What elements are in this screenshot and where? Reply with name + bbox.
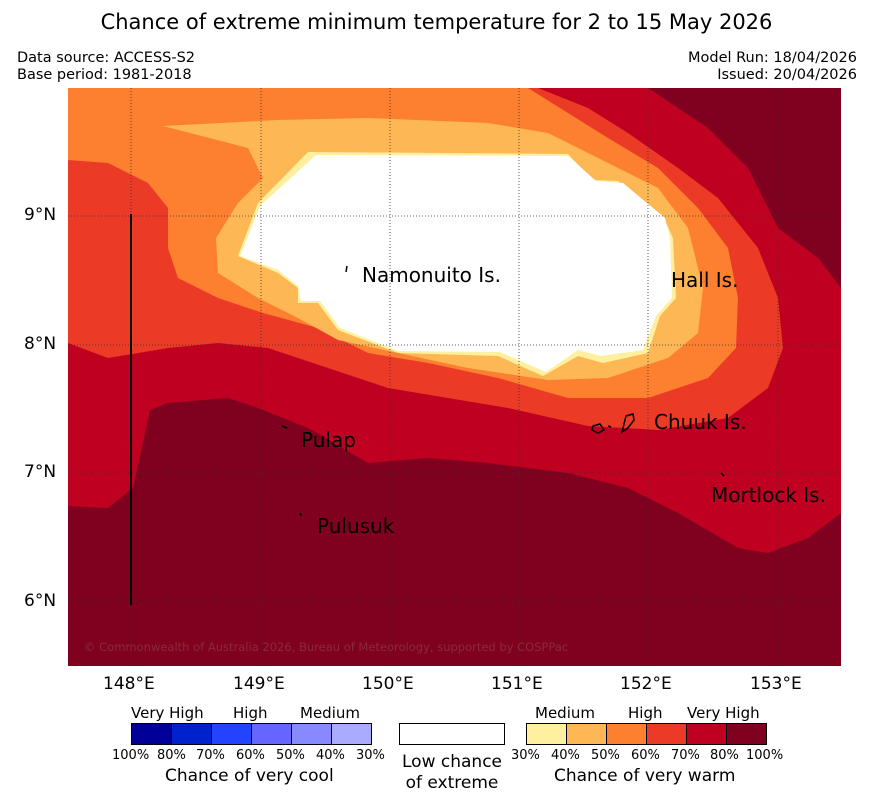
low-chance-swatch <box>399 723 505 745</box>
warm-tick-30: 30% <box>511 748 540 763</box>
cool-swatch-2 <box>212 724 252 744</box>
island-outlines <box>281 265 725 517</box>
warm-tick-50: 50% <box>591 748 620 763</box>
warm-colorbar <box>526 723 767 745</box>
cool-tick-30: 30% <box>356 748 385 763</box>
cool-header-high: High <box>233 704 268 722</box>
lon-tick-153: 153°E <box>750 674 802 694</box>
warm-swatch-1 <box>567 724 607 744</box>
warm-caption: Chance of very warm <box>554 766 736 786</box>
cool-colorbar <box>131 723 372 745</box>
cool-header-medium: Medium <box>300 704 360 722</box>
label-namonuito: Namonuito Is. <box>362 263 501 287</box>
warm-swatch-3 <box>647 724 687 744</box>
warm-header-very-high: Very High <box>687 704 760 722</box>
pulap-island-mark <box>281 425 288 429</box>
copyright-note: © Commonwealth of Australia 2026, Bureau… <box>84 640 569 654</box>
lat-tick-7: 7°N <box>24 462 57 482</box>
zone-low-chance <box>240 155 672 372</box>
cool-caption: Chance of very cool <box>165 766 334 786</box>
warm-tick-60: 60% <box>631 748 660 763</box>
warm-tick-70: 70% <box>671 748 700 763</box>
map-title: Chance of extreme minimum temperature fo… <box>100 10 773 34</box>
warm-header-high: High <box>628 704 663 722</box>
lat-tick-8: 8°N <box>24 334 57 354</box>
lon-tick-151: 151°E <box>491 674 543 694</box>
lon-tick-149: 149°E <box>233 674 285 694</box>
lat-tick-9: 9°N <box>24 205 57 225</box>
lon-tick-152: 152°E <box>620 674 672 694</box>
map-panel <box>68 88 841 666</box>
cool-header-very-high: Very High <box>131 704 204 722</box>
label-chuuk: Chuuk Is. <box>654 410 747 434</box>
base-period: Base period: 1981-2018 <box>17 67 192 83</box>
issued-date: Issued: 20/04/2026 <box>717 67 857 83</box>
cool-swatch-4 <box>292 724 332 744</box>
lon-tick-150: 150°E <box>362 674 414 694</box>
low-chance-caption-1: Low chance <box>402 752 502 772</box>
warm-tick-100: 100% <box>746 748 784 763</box>
cool-swatch-0 <box>132 724 172 744</box>
warm-swatch-4 <box>687 724 727 744</box>
warm-tick-80: 80% <box>710 748 739 763</box>
cool-tick-70: 70% <box>196 748 225 763</box>
mortlock-island-mark <box>720 472 725 477</box>
warm-swatch-0 <box>527 724 567 744</box>
lon-tick-148: 148°E <box>103 674 155 694</box>
cool-tick-80: 80% <box>157 748 186 763</box>
lat-tick-6: 6°N <box>24 591 57 611</box>
cool-tick-50: 50% <box>276 748 305 763</box>
cool-tick-60: 60% <box>236 748 265 763</box>
cool-swatch-1 <box>172 724 212 744</box>
label-pulap: Pulap <box>301 428 356 452</box>
namonuito-island-mark <box>345 265 348 273</box>
warm-tick-40: 40% <box>551 748 580 763</box>
cool-swatch-3 <box>252 724 292 744</box>
cool-tick-100: 100% <box>112 748 150 763</box>
label-hall: Hall Is. <box>671 268 739 292</box>
data-source: Data source: ACCESS-S2 <box>17 50 196 66</box>
warm-swatch-2 <box>607 724 647 744</box>
label-pulusuk: Pulusuk <box>317 514 395 538</box>
low-chance-caption-2: of extreme <box>405 773 499 793</box>
label-mortlock: Mortlock Is. <box>711 483 826 507</box>
probability-map <box>68 88 841 666</box>
cool-swatch-5 <box>332 724 371 744</box>
model-run: Model Run: 18/04/2026 <box>687 50 857 66</box>
cool-tick-40: 40% <box>316 748 345 763</box>
warm-header-medium: Medium <box>535 704 595 722</box>
warm-swatch-5 <box>727 724 766 744</box>
chuuk-island-mark <box>591 413 635 434</box>
pulusuk-island-mark <box>299 512 302 517</box>
